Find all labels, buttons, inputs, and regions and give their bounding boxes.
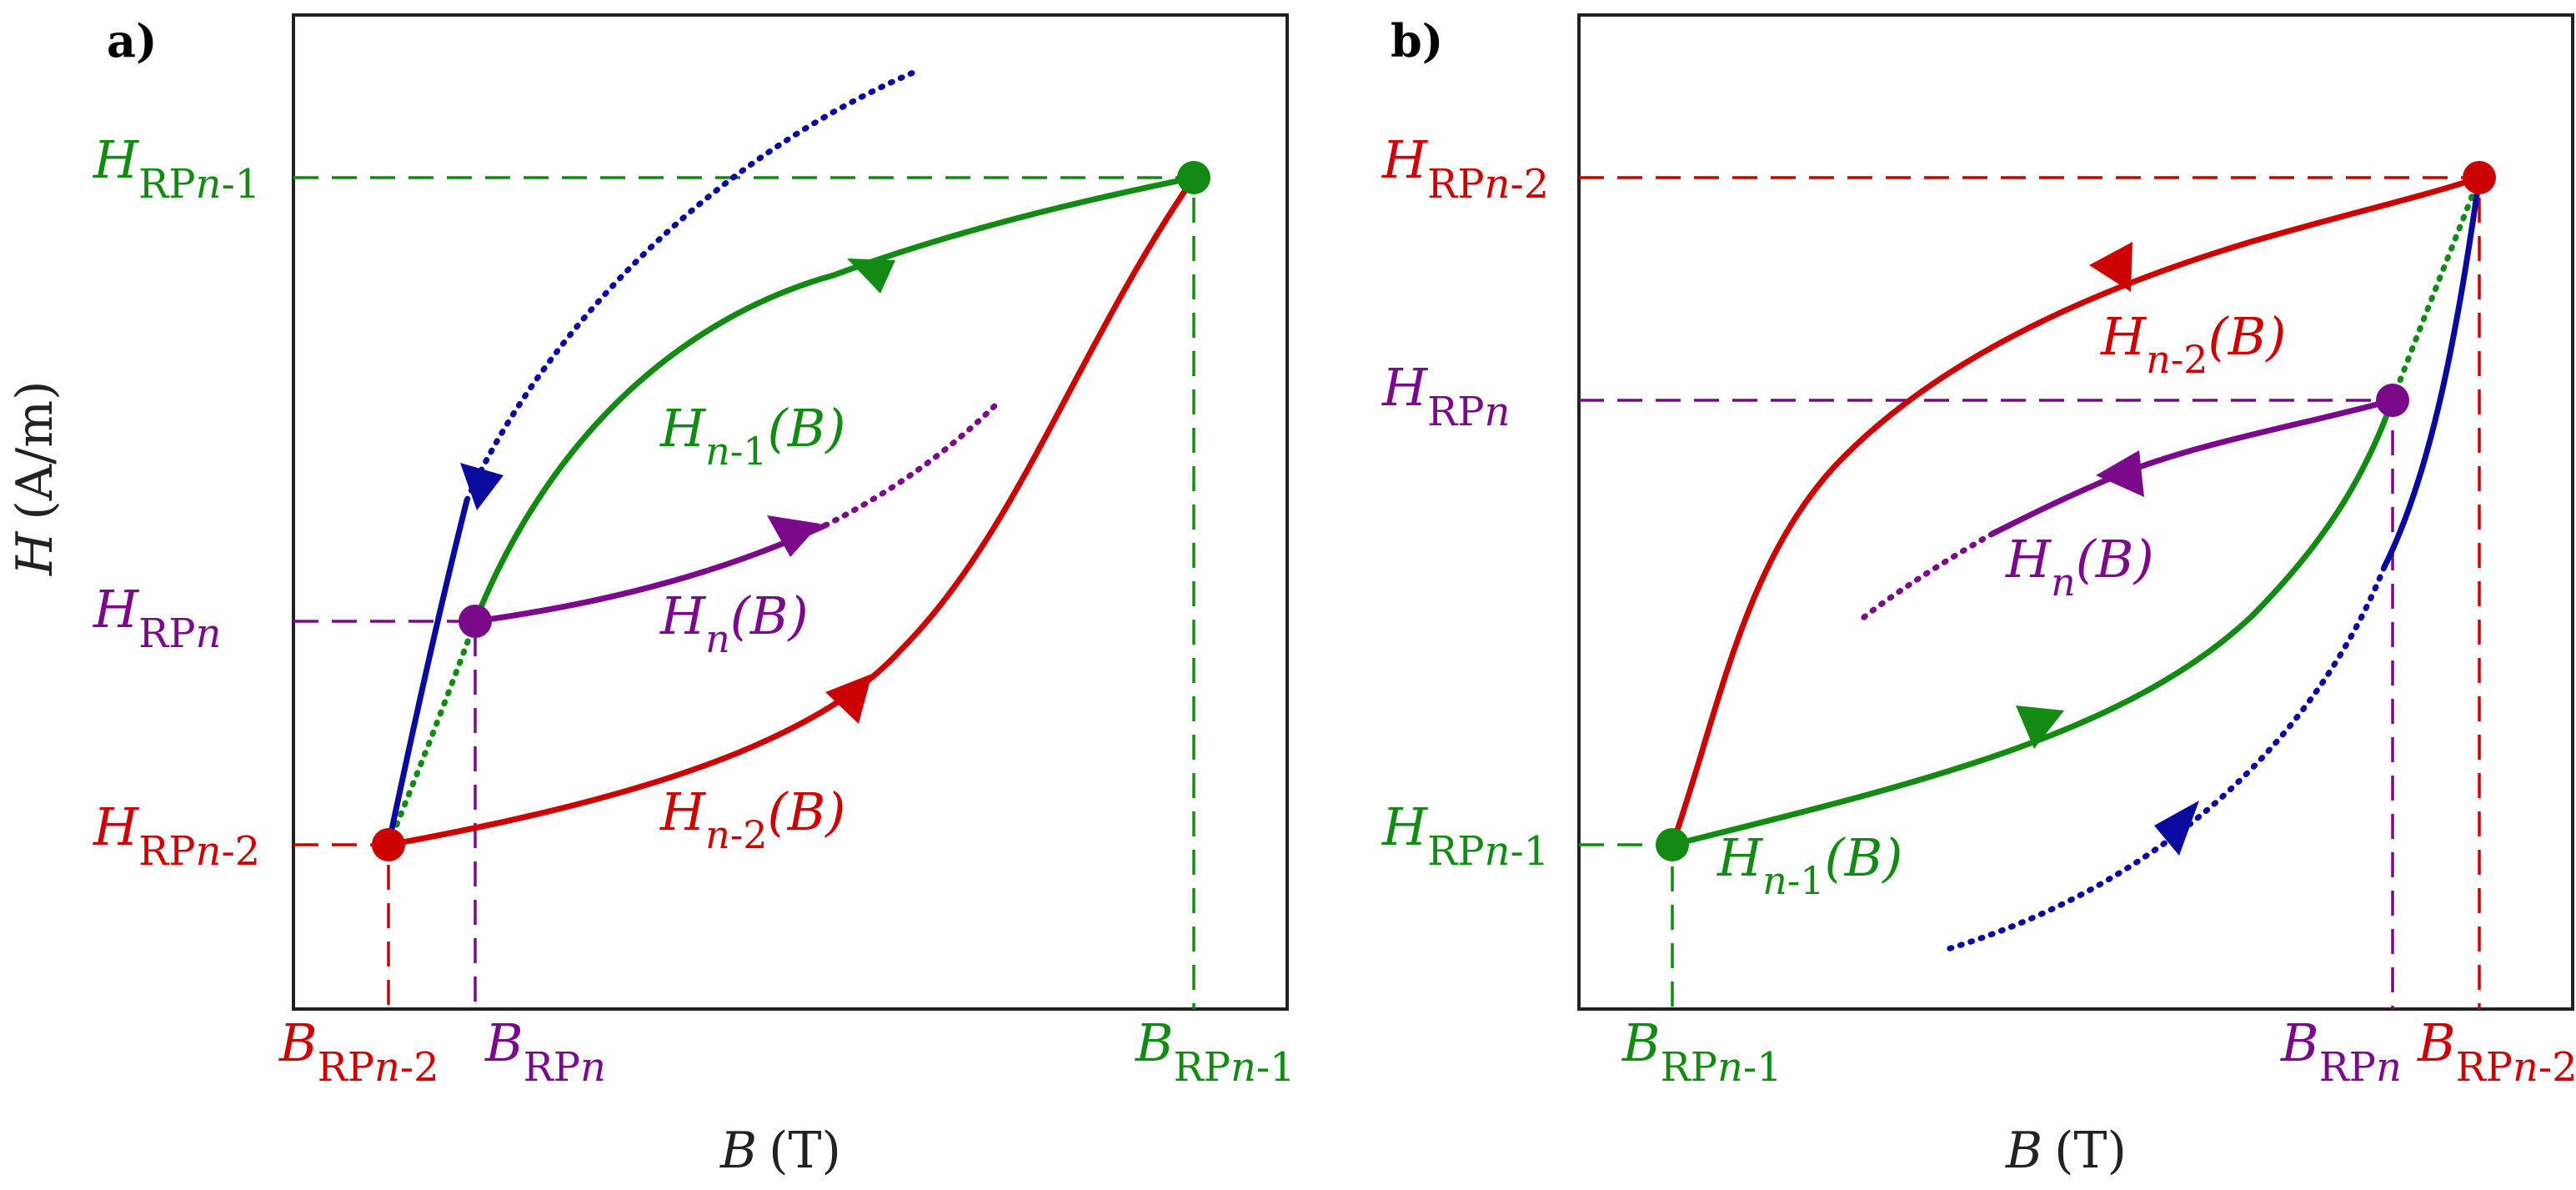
panel-a-ytick-rpn1: HRPn-1 — [93, 129, 260, 208]
panel-b-curve-hn2 — [1669, 174, 2483, 848]
panel-b-guide-rpn — [1579, 399, 2394, 1009]
panel-b-guide-rpn1 — [1579, 843, 1674, 1009]
panel-a-ytick-rpn2: HRPn-2 — [93, 796, 260, 875]
panel-a-guide-rpn — [293, 620, 477, 1009]
panel-a-arrow-purple — [767, 515, 820, 557]
panel-b-label-hn2: Hn-2(B) — [2100, 306, 2286, 382]
panel-a-point-rpn — [459, 605, 492, 638]
panel-a-xtick-rpn: BRPn — [484, 1012, 606, 1091]
panel-a-label-hn: Hn(B) — [659, 585, 809, 661]
panel-b-arrow-blue — [2154, 801, 2199, 856]
panel-a-arrow-green — [847, 259, 895, 294]
panel-a-curve-blue-dotted — [464, 68, 920, 504]
panel-a-guide-rpn2 — [293, 843, 390, 1009]
panel-b-guide-rpn2 — [1579, 176, 2481, 1009]
panel-b-label-hn1: Hn-1(B) — [1716, 827, 1902, 903]
panel-b-point-rpn2 — [2463, 161, 2496, 194]
panel-a-xtick-rpn2: BRPn-2 — [278, 1012, 439, 1091]
panel-b-letter: b) — [1391, 14, 1443, 68]
panel-a-curve-hn2 — [385, 174, 1197, 848]
panel-b: b) HRPn-2 HRPn HRPn-1 BRPn-1 BRPn BRPn-2 — [1381, 13, 2576, 1180]
panel-b-arrow-red — [2089, 242, 2132, 292]
panel-a-xaxis-label: B (T) — [719, 1122, 841, 1180]
panel-a: a) HRPn-1 HRPn HRPn-2 BRPn-2 BRPn BRPn-1 — [6, 13, 1296, 1180]
panel-b-curve-hn1-dotted — [2389, 174, 2483, 404]
panel-b-label-hn: Hn(B) — [2005, 529, 2154, 605]
panel-b-point-rpn1 — [1656, 828, 1689, 861]
panel-b-xtick-rpn: BRPn — [2280, 1012, 2402, 1091]
panel-a-label-hn1: Hn-1(B) — [659, 398, 845, 474]
panel-a-point-rpn1 — [1177, 161, 1210, 194]
panel-b-curve-hn1 — [1669, 397, 2396, 848]
panel-b-xtick-rpn1: BRPn-1 — [1621, 1012, 1782, 1091]
panel-a-ytick-rpn: HRPn — [93, 579, 221, 657]
panel-b-xaxis-label: B (T) — [2005, 1122, 2127, 1180]
panel-b-ytick-rpn2: HRPn-2 — [1381, 129, 1549, 208]
panel-a-frame — [292, 13, 1289, 1011]
panel-a-arrow-red — [825, 674, 872, 724]
panel-b-arrow-purple — [2096, 450, 2144, 497]
panel-a-xtick-rpn1: BRPn-1 — [1135, 1012, 1296, 1091]
panel-b-point-rpn — [2376, 384, 2409, 417]
panel-b-ytick-rpn1: HRPn-1 — [1381, 796, 1549, 875]
panel-a-label-hn2: Hn-2(B) — [659, 781, 845, 857]
panel-a-point-rpn2 — [372, 828, 405, 861]
panel-b-curve-blue — [2381, 174, 2483, 570]
panel-b-curve-blue-dotted — [1939, 564, 2388, 954]
panel-b-ytick-rpn: HRPn — [1381, 357, 1510, 435]
panel-b-xtick-rpn2: BRPn-2 — [2417, 1012, 2576, 1091]
panel-a-curve-hn1 — [472, 174, 1197, 625]
panel-b-curve-hn — [1989, 397, 2396, 537]
panel-b-frame — [1577, 13, 2574, 1011]
panel-a-curve-hn1-dotted — [385, 618, 479, 848]
panel-a-yaxis-label: H(A/m) — [6, 380, 64, 576]
panel-a-curve-blue — [385, 497, 470, 848]
panel-b-curve-hn-dotted — [1856, 530, 1996, 625]
panel-a-arrow-blue — [460, 463, 504, 510]
panel-a-letter: a) — [107, 14, 158, 68]
panel-b-arrow-green — [2016, 705, 2064, 749]
panel-a-curve-hn-dotted — [822, 397, 1004, 529]
